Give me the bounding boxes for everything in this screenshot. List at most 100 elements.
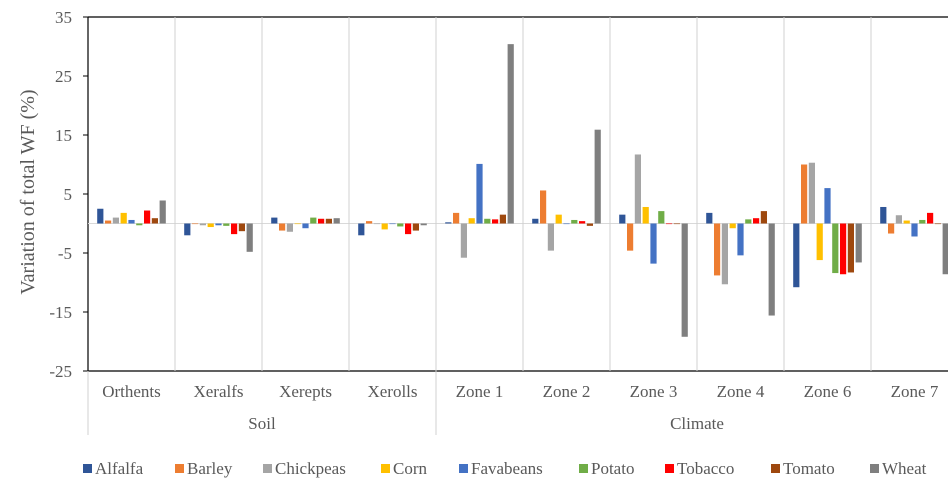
bar	[294, 223, 301, 225]
bar	[192, 223, 199, 225]
bar	[499, 214, 506, 224]
bar	[594, 129, 601, 224]
legend-label: Chickpeas	[275, 459, 346, 478]
bar	[801, 164, 808, 224]
bar	[824, 188, 831, 224]
bar	[215, 223, 222, 226]
bar	[358, 223, 365, 236]
bar	[627, 223, 634, 251]
bar	[579, 221, 586, 224]
bar	[507, 44, 514, 224]
bar	[246, 223, 253, 252]
bar	[279, 223, 286, 231]
x-tick-label: Xerepts	[279, 382, 332, 401]
y-tick-label: 15	[55, 126, 72, 145]
y-axis-ticks: -25 -15 -5 5 15 25 35	[49, 8, 88, 381]
bar	[840, 223, 847, 275]
legend-label: Tomato	[783, 459, 835, 478]
bar	[381, 223, 388, 230]
bar	[706, 212, 713, 224]
x-tick-label: Xerolls	[367, 382, 417, 401]
bar	[128, 219, 135, 224]
bar	[673, 223, 680, 225]
bar	[373, 223, 380, 225]
bar	[760, 211, 767, 224]
legend-swatch	[381, 464, 390, 473]
bar	[325, 218, 332, 224]
bar	[942, 223, 948, 275]
x-tick-label: Zone 2	[543, 382, 591, 401]
legend-label: Corn	[393, 459, 428, 478]
bar	[223, 223, 230, 226]
bar	[934, 223, 941, 225]
bar	[634, 154, 641, 224]
bar	[151, 218, 158, 224]
bar	[816, 223, 823, 261]
bar	[476, 163, 483, 224]
bar	[658, 211, 665, 224]
legend-swatch	[771, 464, 780, 473]
x-axis-group-labels: Soil Climate	[87, 371, 724, 435]
bar	[753, 218, 760, 224]
bar	[895, 215, 902, 224]
bar	[453, 212, 460, 224]
bar	[619, 214, 626, 224]
x-axis-category-labels: Orthents Xeralfs Xerepts Xerolls Zone 1 Zone …	[102, 382, 939, 401]
y-tick-label: -25	[49, 362, 72, 381]
bar	[405, 223, 412, 235]
bar	[492, 219, 499, 224]
bar	[729, 223, 736, 229]
bar	[468, 218, 475, 224]
y-tick-label: 5	[64, 185, 73, 204]
bar	[832, 223, 839, 274]
legend-swatch	[83, 464, 92, 473]
legend-swatch	[263, 464, 272, 473]
bar	[199, 223, 206, 226]
bar	[888, 223, 895, 234]
bar	[714, 223, 721, 276]
bar	[737, 223, 744, 256]
bar	[555, 214, 562, 224]
legend-swatch	[459, 464, 468, 473]
bar	[880, 206, 887, 224]
y-tick-label: 35	[55, 8, 72, 27]
bar	[105, 220, 112, 224]
legend-label: Wheat	[882, 459, 927, 478]
bar	[420, 223, 427, 226]
bar	[389, 223, 396, 225]
bar	[366, 221, 373, 224]
bar	[681, 223, 688, 337]
bar	[412, 223, 419, 231]
bar	[484, 218, 491, 224]
x-group-label: Soil	[248, 414, 276, 433]
x-group-label: Climate	[670, 414, 724, 433]
x-tick-label: Zone 6	[804, 382, 852, 401]
bar	[642, 206, 649, 224]
plot-frame	[87, 16, 948, 372]
legend: Alfalfa Barley Chickpeas Corn Favabeans Potat…	[83, 459, 927, 478]
legend-label: Barley	[187, 459, 233, 478]
bar	[238, 223, 245, 232]
bar	[532, 218, 539, 224]
bar	[144, 210, 151, 224]
bar	[768, 223, 775, 316]
bar	[184, 223, 191, 236]
bar	[745, 219, 752, 224]
bar	[911, 223, 918, 237]
bar	[571, 219, 578, 224]
legend-label: Alfalfa	[95, 459, 144, 478]
y-axis-label: Variation of total WF (%)	[17, 89, 39, 294]
bar	[460, 223, 467, 258]
bar	[847, 223, 854, 273]
legend-swatch	[579, 464, 588, 473]
bar	[97, 208, 104, 224]
x-tick-label: Xeralfs	[193, 382, 243, 401]
bar	[112, 217, 119, 224]
legend-swatch	[175, 464, 184, 473]
x-tick-label: Zone 3	[630, 382, 678, 401]
bar	[919, 219, 926, 224]
bar	[159, 200, 166, 224]
bar	[650, 223, 657, 264]
bar	[120, 212, 127, 224]
